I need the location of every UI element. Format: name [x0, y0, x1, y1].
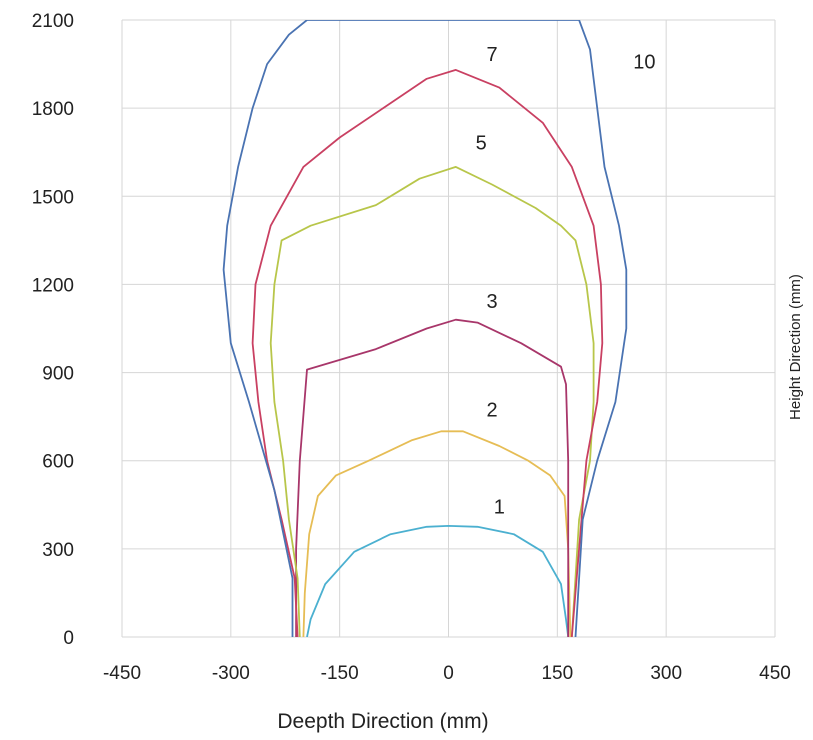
y-tick-labels: 0 300 600 900 1200 1500 1800 2100	[32, 11, 74, 649]
y-tick-label: 900	[42, 364, 74, 385]
y-tick-label: 2100	[32, 11, 74, 32]
x-tick-label: -150	[321, 663, 359, 684]
x-tick-label: 150	[541, 663, 573, 684]
gridlines	[121, 19, 776, 638]
x-tick-label: -300	[212, 663, 250, 684]
x-axis-title: Deepth Direction (mm)	[277, 710, 488, 733]
series-label-3: 3	[486, 291, 497, 313]
series-line-1	[306, 525, 570, 637]
series-line-7	[251, 69, 604, 637]
y-axis-title: Height Direction (mm)	[787, 274, 804, 420]
series-label-2: 2	[486, 400, 497, 422]
series-label-1: 1	[494, 497, 505, 519]
x-tick-labels: -450 -300 -150 0 150 300 450	[103, 663, 791, 684]
y-tick-label: 1200	[32, 275, 74, 296]
x-tick-label: -450	[103, 663, 141, 684]
y-tick-label: 1800	[32, 99, 74, 120]
y-tick-label: 1500	[32, 187, 74, 208]
series-label-10: 10	[633, 51, 655, 73]
series-line-5	[269, 165, 595, 637]
y-tick-label: 300	[42, 540, 74, 561]
series-line-2	[302, 430, 572, 637]
x-tick-label: 450	[759, 663, 791, 684]
series-label-5: 5	[476, 132, 487, 154]
x-tick-label: 0	[443, 663, 454, 684]
series-label-7: 7	[486, 44, 497, 66]
series-line-3	[295, 318, 570, 637]
curve-labels: 1 2 3 5 7 10	[476, 44, 656, 518]
y-tick-label: 600	[42, 452, 74, 473]
series-line-10	[222, 20, 628, 637]
x-tick-label: 300	[650, 663, 682, 684]
y-tick-label: 0	[63, 628, 74, 649]
series-lines	[222, 20, 628, 637]
